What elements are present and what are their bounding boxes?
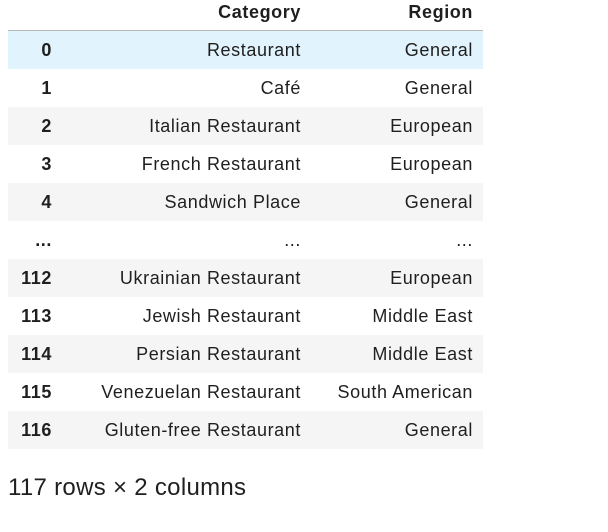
- region-column-header: Region: [311, 0, 483, 31]
- category-cell: Jewish Restaurant: [142, 305, 301, 326]
- table-shape-summary: 117 rows × 2 columns: [8, 474, 247, 501]
- table-body: 0 Restaurant General 1 Café General 2 It…: [8, 30, 483, 449]
- row-index: ...: [35, 229, 52, 250]
- region-cell: General: [404, 419, 473, 440]
- row-index: 115: [21, 381, 52, 402]
- table-row: 4 Sandwich Place General: [8, 183, 483, 221]
- category-cell: Persian Restaurant: [136, 343, 301, 364]
- row-index: 116: [21, 419, 52, 440]
- index-header: [8, 0, 72, 31]
- category-cell: Restaurant: [206, 39, 301, 60]
- category-cell: ...: [284, 229, 301, 250]
- row-index: 113: [21, 305, 52, 326]
- category-column-header: Category: [72, 0, 311, 31]
- row-index: 1: [41, 77, 52, 98]
- table-row: 3 French Restaurant European: [8, 145, 483, 183]
- dataframe-table: Category Region 0 Restaurant General 1 C…: [8, 0, 483, 449]
- table-row: 113 Jewish Restaurant Middle East: [8, 297, 483, 335]
- table-row: 114 Persian Restaurant Middle East: [8, 335, 483, 373]
- row-index: 0: [41, 39, 52, 60]
- region-cell: ...: [456, 229, 473, 250]
- row-index: 112: [21, 267, 52, 288]
- table-row: 0 Restaurant General: [8, 30, 483, 69]
- table-row: 2 Italian Restaurant European: [8, 107, 483, 145]
- region-cell: General: [404, 191, 473, 212]
- category-cell: Venezuelan Restaurant: [101, 381, 301, 402]
- region-cell: General: [404, 77, 473, 98]
- row-index: 114: [21, 343, 52, 364]
- row-index: 4: [41, 191, 52, 212]
- category-cell: Café: [260, 77, 301, 98]
- region-cell: South American: [337, 381, 473, 402]
- table-row: 112 Ukrainian Restaurant European: [8, 259, 483, 297]
- region-cell: European: [390, 267, 473, 288]
- region-cell: Middle East: [372, 343, 473, 364]
- dataframe-output: Category Region 0 Restaurant General 1 C…: [8, 0, 483, 449]
- region-cell: General: [404, 39, 473, 60]
- ellipsis-row: ... ... ...: [8, 221, 483, 259]
- table-row: 115 Venezuelan Restaurant South American: [8, 373, 483, 411]
- header-row: Category Region: [8, 0, 483, 31]
- table-row: 116 Gluten-free Restaurant General: [8, 411, 483, 449]
- table-row: 1 Café General: [8, 69, 483, 107]
- category-cell: French Restaurant: [141, 153, 301, 174]
- row-index: 3: [41, 153, 52, 174]
- category-cell: Gluten-free Restaurant: [104, 419, 301, 440]
- category-cell: Sandwich Place: [164, 191, 301, 212]
- region-cell: European: [390, 115, 473, 136]
- category-cell: Italian Restaurant: [149, 115, 301, 136]
- region-cell: European: [390, 153, 473, 174]
- category-cell: Ukrainian Restaurant: [119, 267, 301, 288]
- region-cell: Middle East: [372, 305, 473, 326]
- row-index: 2: [41, 115, 52, 136]
- table-header: Category Region: [8, 0, 483, 31]
